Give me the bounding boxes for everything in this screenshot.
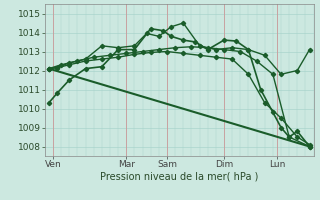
X-axis label: Pression niveau de la mer( hPa ): Pression niveau de la mer( hPa ) [100,172,258,182]
